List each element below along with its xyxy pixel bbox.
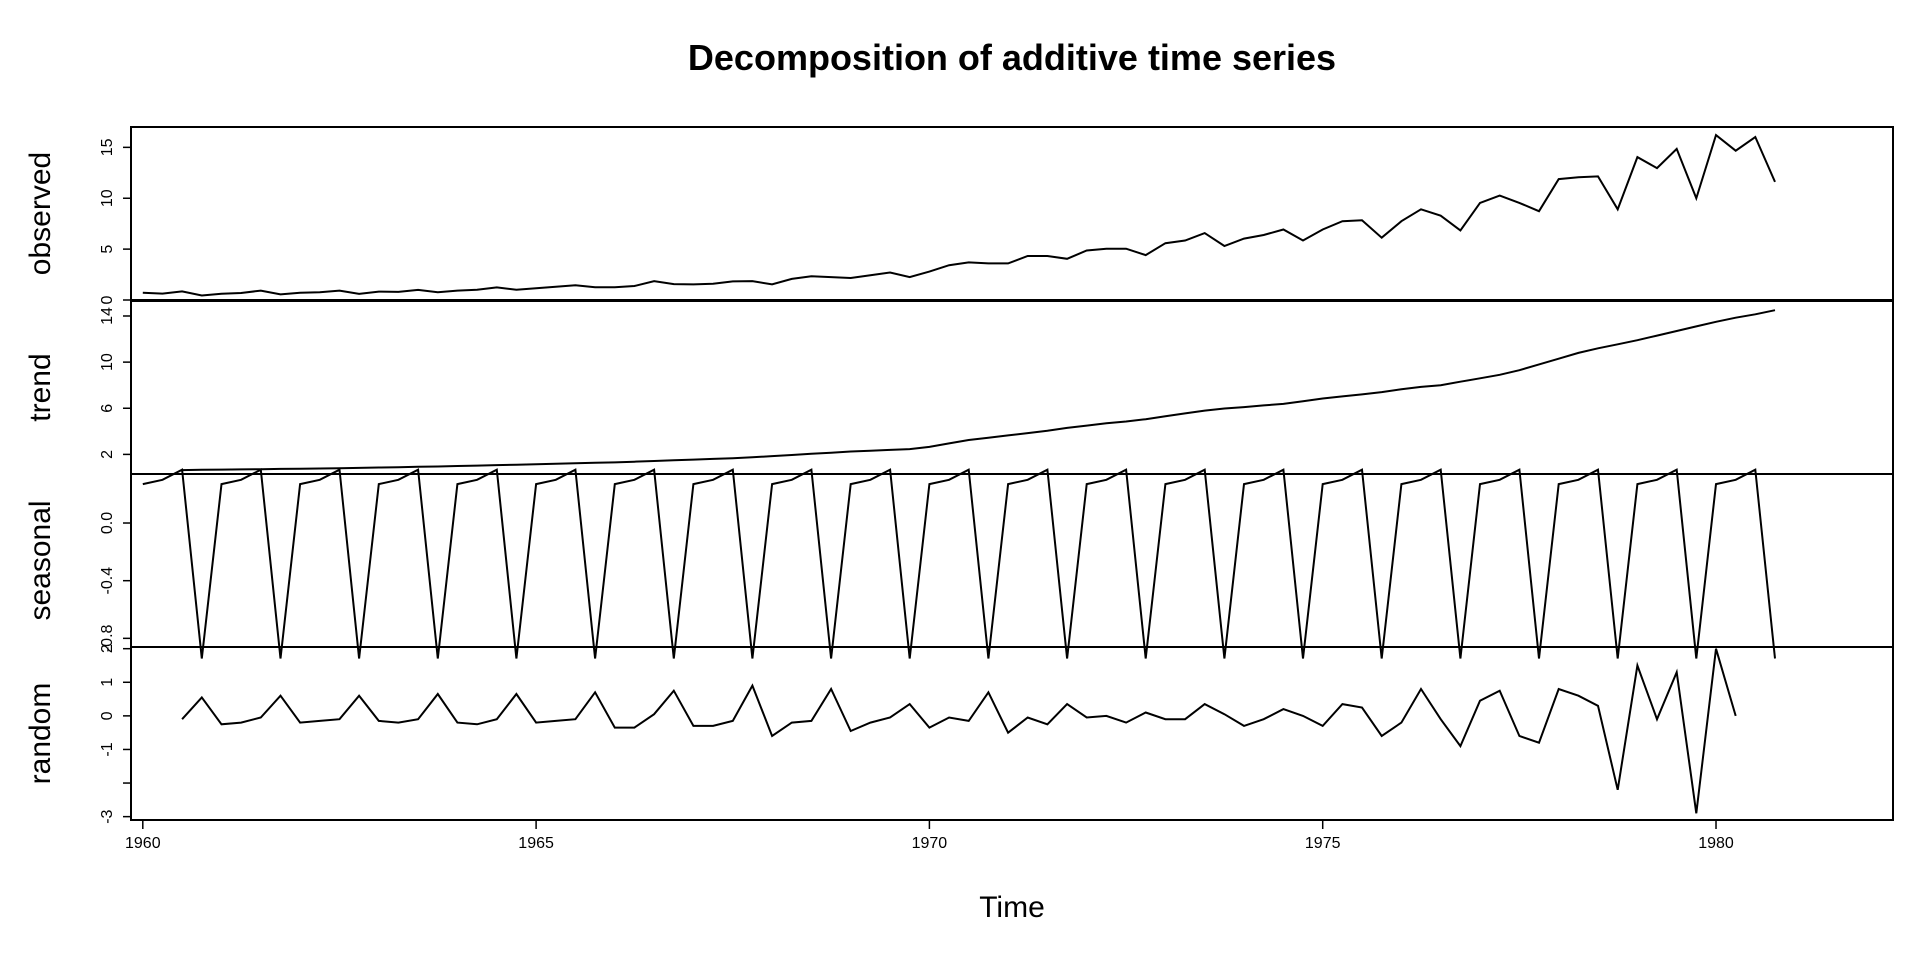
panel-observed: observed 0 5 10 15	[24, 126, 1894, 304]
y-tick-label: 0	[99, 295, 116, 304]
y-tick-label: 5	[99, 245, 116, 254]
y-tick-label: -0.4	[99, 567, 116, 595]
x-tick-label: 1975	[1305, 835, 1341, 852]
y-tick-label: 2	[99, 450, 116, 459]
x-tick-label: 1960	[125, 835, 161, 852]
x-tick-label: 1965	[518, 835, 554, 852]
x-axis-label: Time	[979, 891, 1045, 924]
panel-label-trend: trend	[24, 353, 57, 421]
y-tick-label: -0.8	[99, 624, 116, 652]
y-tick-label: 15	[99, 138, 116, 156]
panel-seasonal: seasonal -0.8 -0.4 0.0	[24, 468, 1894, 659]
panels: observed051015trend261014seasonal-0.8-0.…	[24, 126, 1894, 824]
x-tick-label: 1980	[1698, 835, 1734, 852]
panel-frame	[130, 126, 1894, 301]
y-tick-label: -1	[99, 742, 116, 756]
panel-frame	[130, 300, 1894, 475]
panel-label-random: random	[24, 683, 57, 785]
y-tick-label: 2	[99, 644, 116, 653]
series-line-trend	[182, 309, 1776, 472]
x-axis: 1960 1965 1970 1975 1980	[125, 820, 1734, 852]
chart-title: Decomposition of additive time series	[688, 37, 1336, 78]
series-line-random	[181, 648, 1737, 814]
y-tick-label: 10	[99, 353, 116, 371]
y-tick-label: 6	[99, 404, 116, 413]
panel-frame	[130, 646, 1894, 821]
panel-trend: trend 2 6 10 14	[24, 300, 1894, 475]
series-line-seasonal	[142, 468, 1776, 659]
panel-label-observed: observed	[24, 152, 57, 275]
y-tick-label: 1	[99, 678, 116, 687]
y-tick-label: 0.0	[99, 512, 116, 534]
y-tick-label: 10	[99, 189, 116, 207]
series-line-observed	[142, 133, 1776, 297]
panel-random: random -3 -1 0 1 2	[24, 644, 1894, 824]
x-tick-label: 1970	[912, 835, 948, 852]
panel-label-seasonal: seasonal	[24, 500, 57, 620]
y-tick-label: 0	[99, 711, 116, 720]
y-tick-label: 14	[99, 307, 116, 325]
y-tick-label: -3	[99, 809, 116, 823]
